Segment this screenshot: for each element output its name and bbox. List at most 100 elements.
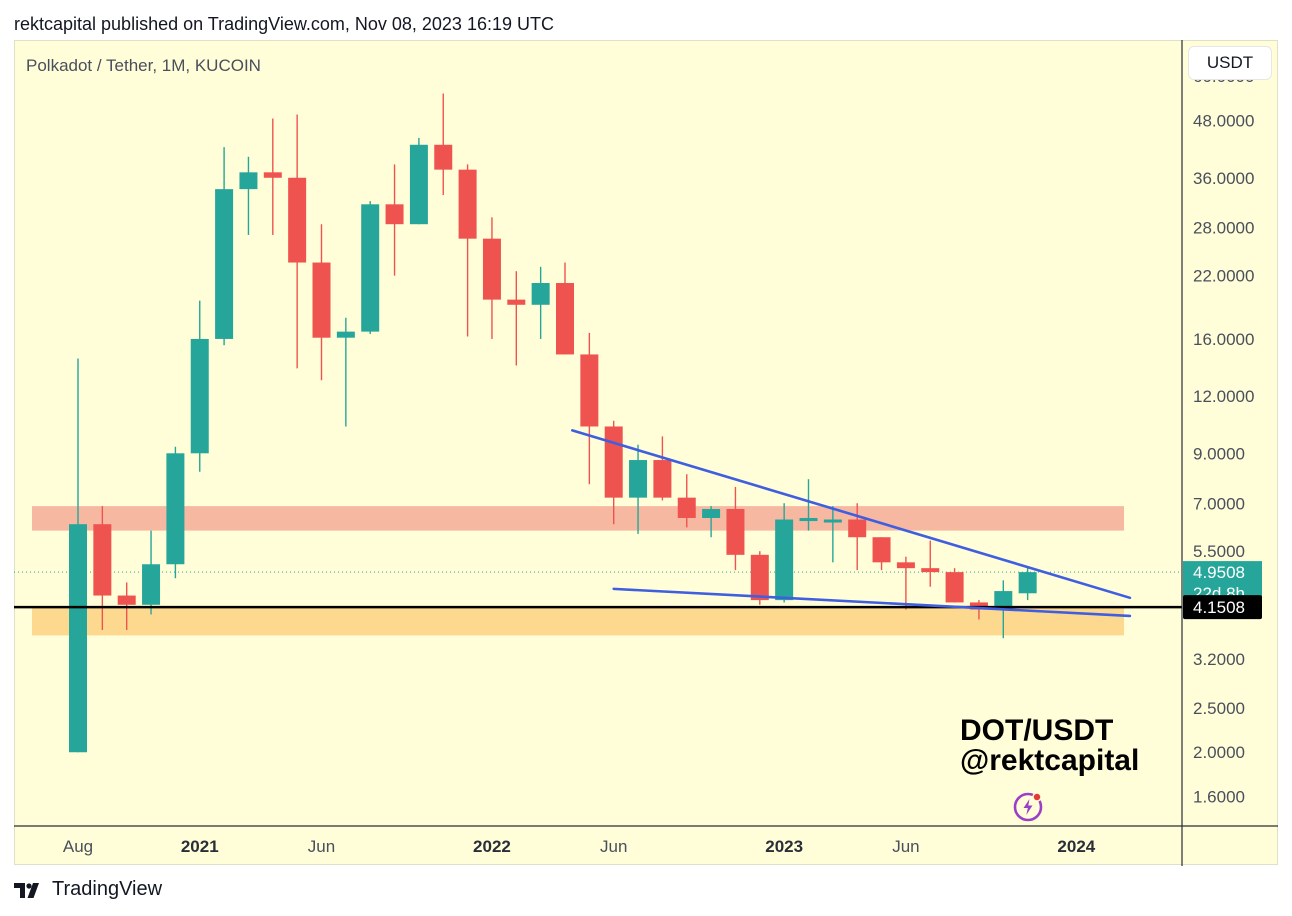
candle[interactable] bbox=[434, 93, 453, 196]
candle[interactable] bbox=[775, 503, 794, 603]
candle[interactable] bbox=[945, 568, 964, 603]
time-tick-label: Jun bbox=[892, 837, 919, 856]
candle-body bbox=[556, 283, 574, 355]
candle-body bbox=[361, 204, 380, 332]
time-tick-label: Jun bbox=[308, 837, 335, 856]
candle-body bbox=[604, 426, 623, 498]
candle[interactable] bbox=[726, 486, 745, 571]
candle-body bbox=[288, 177, 307, 263]
candle[interactable] bbox=[848, 503, 867, 571]
candle[interactable] bbox=[580, 332, 599, 485]
watermark: DOT/USDT @rektcapital bbox=[960, 716, 1139, 776]
candle[interactable] bbox=[531, 266, 550, 339]
candle-body bbox=[69, 524, 87, 753]
candle-body bbox=[166, 453, 185, 565]
candle[interactable] bbox=[336, 317, 355, 427]
candle[interactable] bbox=[896, 556, 915, 610]
candle-body bbox=[848, 519, 867, 538]
candle-body bbox=[215, 189, 234, 339]
candle[interactable] bbox=[215, 147, 234, 346]
price-tick-label: 7.0000 bbox=[1193, 494, 1245, 513]
candle[interactable] bbox=[458, 164, 477, 337]
price-tick-label: 5.5000 bbox=[1193, 542, 1245, 561]
publisher-line: rektcapital published on TradingView.com… bbox=[14, 14, 554, 34]
candle-body bbox=[458, 169, 477, 239]
candle[interactable] bbox=[69, 358, 87, 753]
candle[interactable] bbox=[142, 530, 161, 615]
price-tick-label: 16.0000 bbox=[1193, 330, 1254, 349]
candle-body bbox=[409, 144, 428, 225]
candle-body bbox=[117, 595, 136, 605]
current-price-label: 4.9508 bbox=[1193, 563, 1245, 582]
candle-body bbox=[896, 562, 915, 569]
trendline-upper[interactable] bbox=[571, 429, 1132, 600]
support-price-label: 4.1508 bbox=[1193, 598, 1245, 617]
price-tick-label: 1.6000 bbox=[1193, 788, 1245, 807]
candle[interactable] bbox=[872, 537, 891, 571]
candle[interactable] bbox=[385, 164, 404, 276]
watermark-pair: DOT/USDT bbox=[960, 714, 1114, 747]
price-tick-label: 12.0000 bbox=[1193, 387, 1254, 406]
candle-body bbox=[385, 204, 404, 225]
candle[interactable] bbox=[166, 446, 185, 579]
candle[interactable] bbox=[288, 114, 307, 369]
tradingview-logo-icon bbox=[14, 882, 39, 898]
price-tick-label: 22.0000 bbox=[1193, 267, 1254, 286]
candle[interactable] bbox=[482, 217, 501, 339]
candle-body bbox=[239, 172, 258, 190]
candle-body bbox=[336, 331, 355, 338]
candle[interactable] bbox=[823, 506, 842, 563]
candle-body bbox=[823, 519, 842, 523]
candle-body bbox=[799, 517, 818, 522]
candle-body bbox=[775, 519, 794, 601]
price-tick-label: 28.0000 bbox=[1193, 219, 1254, 238]
candle-body bbox=[629, 460, 648, 498]
symbol-title[interactable]: Polkadot / Tether, 1M, KUCOIN bbox=[26, 56, 261, 75]
price-tick-label: 2.0000 bbox=[1193, 743, 1245, 762]
resistance-zone bbox=[32, 506, 1124, 531]
candle[interactable] bbox=[312, 224, 331, 381]
lightning-bolt-icon bbox=[1013, 792, 1043, 822]
candle-body bbox=[482, 238, 501, 300]
candle-body bbox=[1018, 572, 1037, 594]
time-tick-label: Jun bbox=[600, 837, 627, 856]
candle[interactable] bbox=[653, 436, 672, 501]
candle-body bbox=[726, 509, 745, 555]
currency-selector[interactable]: USDT bbox=[1188, 46, 1272, 80]
support-price-tag-bg bbox=[1183, 595, 1262, 620]
candle[interactable] bbox=[409, 137, 428, 225]
candle-body bbox=[653, 460, 672, 498]
candle[interactable] bbox=[702, 506, 721, 538]
candle-body bbox=[872, 537, 891, 563]
candle[interactable] bbox=[921, 540, 940, 587]
candle[interactable] bbox=[93, 506, 112, 630]
time-tick-label: 2024 bbox=[1057, 837, 1095, 856]
candle[interactable] bbox=[361, 201, 380, 335]
price-tick-label: 3.2000 bbox=[1193, 650, 1245, 669]
candle[interactable] bbox=[190, 300, 209, 472]
candle-body bbox=[93, 524, 112, 596]
price-tick-label: 36.0000 bbox=[1193, 169, 1254, 188]
candle[interactable] bbox=[239, 156, 258, 235]
candle-body bbox=[507, 299, 526, 305]
candle[interactable] bbox=[263, 118, 282, 235]
tradingview-footer[interactable]: TradingView bbox=[14, 878, 162, 901]
candle[interactable] bbox=[556, 262, 574, 355]
candle[interactable] bbox=[507, 271, 526, 366]
support-zone bbox=[32, 607, 1124, 636]
candle-body bbox=[921, 568, 940, 573]
candle-body bbox=[263, 172, 282, 178]
time-tick-label: Aug bbox=[63, 837, 93, 856]
watermark-handle: @rektcapital bbox=[960, 744, 1140, 777]
candle[interactable] bbox=[677, 474, 696, 528]
candle[interactable] bbox=[629, 444, 648, 534]
support-price-tag: 4.1508 bbox=[1183, 595, 1262, 620]
candle-body bbox=[945, 572, 964, 603]
candle-body bbox=[994, 591, 1013, 610]
candle[interactable] bbox=[1018, 568, 1037, 601]
candle-body bbox=[531, 283, 550, 305]
candle[interactable] bbox=[799, 479, 818, 531]
trendline-lower[interactable] bbox=[612, 587, 1132, 618]
candle-body bbox=[677, 497, 696, 518]
